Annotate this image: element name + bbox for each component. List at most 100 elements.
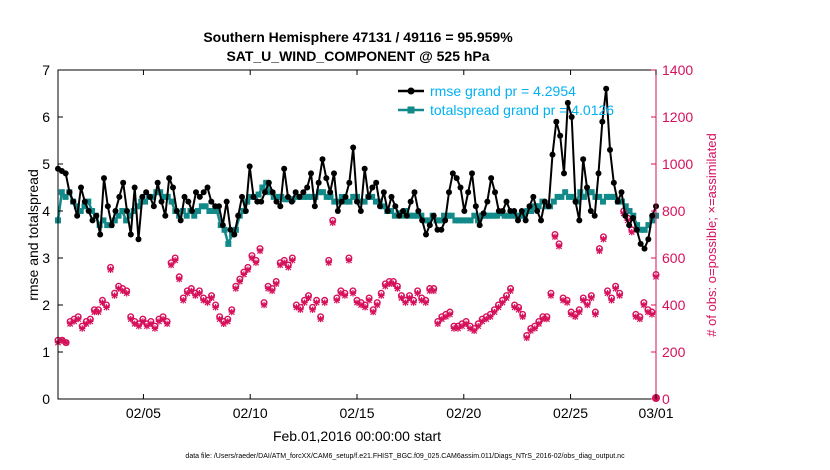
obs-assimilated-point [458,322,466,330]
totalspread-point [319,189,326,196]
obs-assimilated-point [365,297,373,304]
rmse-point [104,203,111,210]
obs-assimilated-point [305,294,312,302]
obs-assimilated-point [289,257,296,264]
obs-assimilated-point [369,308,377,316]
totalspread-point [380,203,387,210]
totalspread-point [626,208,633,214]
rmse-point [308,170,314,177]
obs-assimilated-point [406,294,413,302]
rmse-point [319,156,326,163]
rmse-point [518,208,525,214]
obs-assimilated-point [382,283,389,290]
rmse-point [357,208,364,214]
obs-assimilated-point [503,294,510,302]
obs-assimilated-point [563,299,571,306]
obs-assimilated-point [527,327,534,335]
rmse-point [193,189,199,196]
rmse-point [622,212,629,219]
rmse-point [281,165,288,172]
chart-subtitle: SAT_U_WIND_COMPONENT @ 525 hPa [226,48,489,64]
obs-assimilated-point [475,322,482,330]
obs-assimilated-point [426,287,433,295]
rmse-point [85,208,92,214]
obs-assimilated-point [531,325,538,332]
obs-assimilated-point [103,304,110,311]
obs-assimilated-point [636,315,644,323]
totalspread-point [369,193,376,200]
rmse-point [189,208,196,214]
rmse-point [576,217,583,224]
rmse-point [557,132,564,139]
totalspread-point [388,208,395,214]
obs-assimilated-point [260,301,268,309]
obs-assimilated-point [644,308,652,316]
totalspread-point [301,193,308,200]
obs-assimilated-point [333,297,340,304]
totalspread-point [406,212,413,219]
totalspread-point [490,212,497,219]
totalspread-point [581,193,588,200]
legend-entry-rmse: rmse grand pr = 4.2954 [430,83,576,99]
obs-assimilated-point [446,311,454,318]
obs-assimilated-point [252,259,260,266]
rmse-point [377,203,383,210]
rmse-point [147,193,153,200]
rmse-point [476,222,483,229]
obs-assimilated-point [329,219,336,226]
obs-assimilated-point [91,308,98,316]
rmse-point [101,175,107,182]
y-tick-label-right: 400 [662,297,686,313]
totalspread-point [569,193,576,200]
rmse-point [572,198,579,205]
totalspread-point [622,203,629,210]
rmse-point [564,99,571,106]
rmse-point [219,222,226,229]
obs-assimilated-point [462,320,470,327]
obs-assimilated-point [119,287,126,295]
rmse-point [292,189,299,196]
obs-assimilated-point [386,280,393,288]
obs-assimilated-point [232,285,239,292]
obs-assimilated-point [402,299,409,306]
rmse-point [587,208,594,214]
rmse-point [538,217,544,224]
totalspread-point [327,193,334,200]
totalspread-point [361,198,368,205]
obs-assimilated-point [604,290,611,297]
rmse-point [603,85,610,92]
rmse-point [354,198,360,205]
obs-assimilated-point [281,259,288,266]
obs-assimilated-point [248,254,256,262]
obs-assimilated-point [228,308,235,316]
rmse-point [273,198,280,205]
totalspread-point [221,226,228,233]
totalspread-point [202,203,209,210]
obs-assimilated-point [188,287,195,295]
obs-assimilated-point [378,292,385,299]
legend-marker-spread [407,106,415,114]
totalspread-point [505,212,512,219]
obs-assimilated-point [551,233,559,241]
rmse-point [285,193,291,200]
rmse-point [97,231,104,238]
rmse-point [208,198,215,205]
totalspread-point [418,212,425,219]
rmse-point [177,217,184,224]
chart-title: Southern Hemisphere 47131 / 49116 = 95.9… [203,29,513,45]
rmse-point [173,208,180,214]
totalspread-point [85,198,92,205]
rmse-point [534,208,541,214]
rmse-point [181,193,188,200]
totalspread-point [58,189,65,196]
rmse-point [384,208,391,214]
rmse-point [288,198,295,205]
totalspread-point [323,193,330,200]
rmse-point [158,198,165,205]
rmse-point [545,203,552,210]
obs-assimilated-point [135,322,143,330]
obs-assimilated-point [159,315,167,323]
totalspread-point [77,208,84,214]
totalspread-point [126,212,133,219]
rmse-point [388,193,395,200]
